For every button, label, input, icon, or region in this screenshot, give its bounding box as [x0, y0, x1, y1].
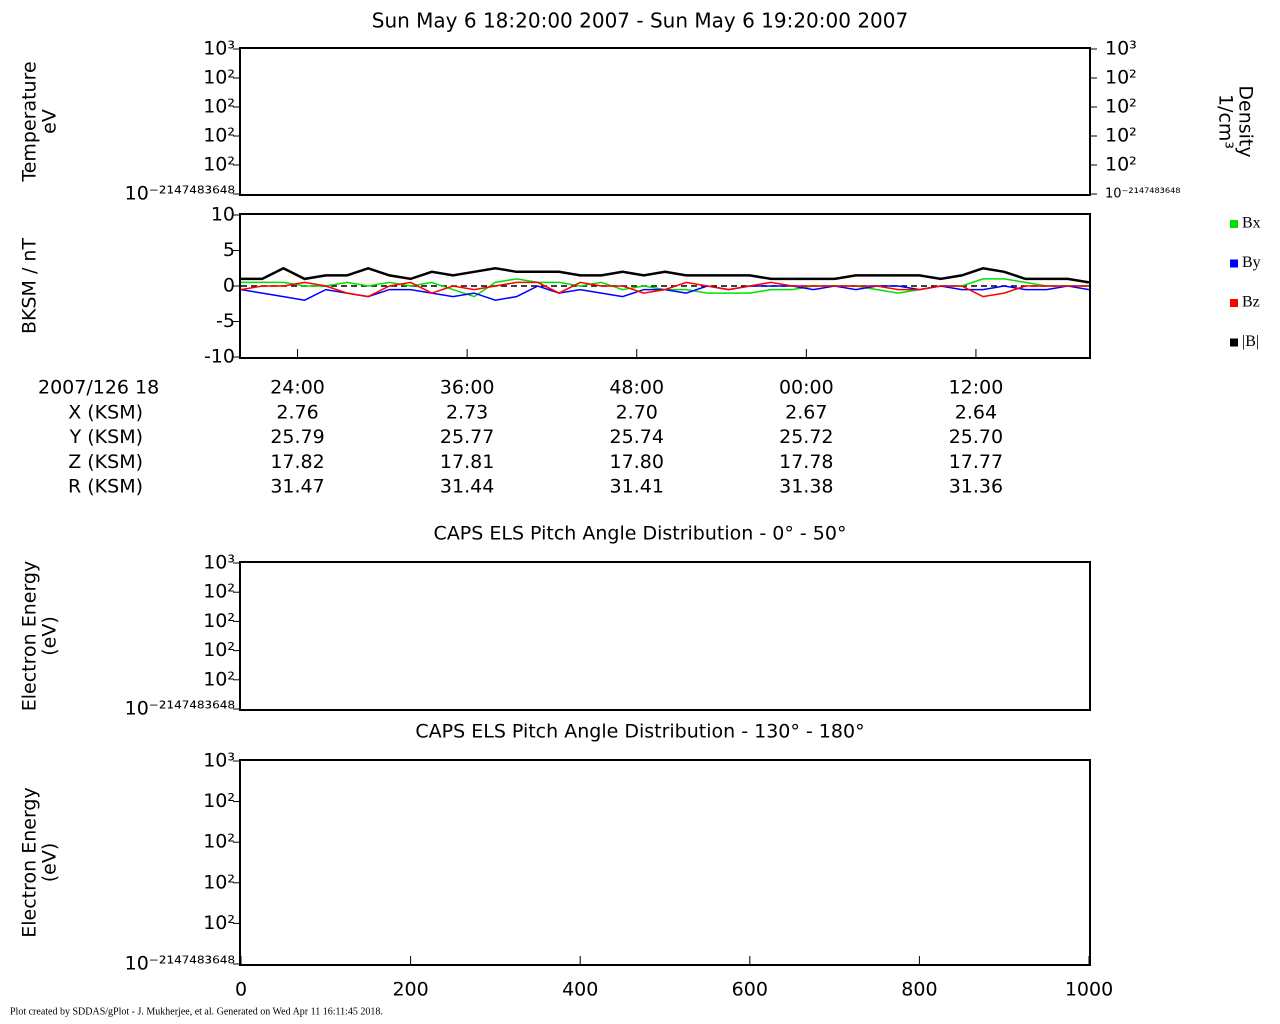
ephemeris-value: 17.77 [949, 451, 1003, 473]
ephemeris-value: 31.38 [779, 476, 833, 498]
y-tick-label: -5 [216, 310, 235, 332]
legend-swatch [1230, 220, 1238, 228]
panel-title: CAPS ELS Pitch Angle Distribution - 130°… [415, 721, 864, 743]
y-tick-label: 10³ [203, 552, 235, 574]
ephemeris-value: 17.78 [779, 451, 833, 473]
y2-tick-label: 10⁻²¹⁴⁷⁴⁸³⁶⁴⁸ [1105, 187, 1181, 202]
y-tick-label: 10² [203, 125, 235, 147]
y-axis-label: (eV) [39, 843, 61, 883]
ephemeris-value: 17.82 [270, 451, 324, 473]
y-tick-label: 5 [223, 239, 235, 261]
ephemeris-label: Z (KSM) [68, 451, 143, 473]
y2-tick-label: 10² [1105, 125, 1137, 147]
ephemeris-value: 31.41 [610, 476, 664, 498]
ephemeris-header: 2007/126 18 [38, 377, 159, 399]
ephemeris-label: X (KSM) [68, 402, 143, 424]
legend-label: |B| [1242, 333, 1259, 350]
y-tick-label: 10² [203, 96, 235, 118]
ephemeris-value: 25.72 [779, 426, 833, 448]
y-tick-label: 10² [203, 668, 235, 690]
x-tick-label: 00:00 [779, 377, 834, 399]
ephemeris-value: 2.76 [276, 402, 318, 424]
ephemeris-value: 2.64 [955, 402, 997, 424]
y-tick-label: 10² [203, 639, 235, 661]
plot-frame [239, 759, 1091, 966]
y-tick-label: 10⁻²¹⁴⁷⁴⁸³⁶⁴⁸ [125, 698, 235, 720]
ephemeris-value: 25.74 [610, 426, 664, 448]
ephemeris-value: 25.70 [949, 426, 1003, 448]
y-tick-label: 10³ [203, 38, 235, 60]
legend-swatch [1230, 338, 1238, 347]
panel-title: CAPS ELS Pitch Angle Distribution - 0° -… [434, 523, 847, 545]
ephemeris-value: 2.70 [616, 402, 658, 424]
y-tick-label: 10³ [203, 750, 235, 772]
y-tick-label: 10² [203, 790, 235, 812]
series-line [241, 278, 1089, 298]
y-tick-label: 10 [211, 204, 235, 226]
x-tick-label: 800 [901, 979, 937, 1001]
legend-label: Bx [1242, 215, 1261, 232]
x-tick-label: 400 [562, 979, 598, 1001]
ephemeris-label: R (KSM) [68, 476, 143, 498]
x-tick-label: 12:00 [949, 377, 1004, 399]
y-tick-label: 10² [203, 912, 235, 934]
x-tick-label: 1000 [1065, 979, 1113, 1001]
ephemeris-value: 25.77 [440, 426, 494, 448]
series-line [241, 266, 1090, 284]
ephemeris-value: 31.36 [949, 476, 1003, 498]
x-tick-label: 200 [392, 979, 428, 1001]
plot-frame [239, 561, 1091, 711]
y2-tick-label: 10³ [1105, 38, 1137, 60]
series-line [240, 285, 1090, 301]
y2-tick-label: 10² [1105, 154, 1137, 176]
legend-swatch [1230, 299, 1238, 307]
legend-label: Bz [1242, 294, 1260, 311]
y-tick-label: 10² [203, 610, 235, 632]
ephemeris-label: Y (KSM) [69, 426, 143, 448]
ephemeris-value: 31.44 [440, 476, 494, 498]
x-tick-label: 600 [732, 979, 768, 1001]
ephemeris-value: 17.81 [440, 451, 494, 473]
page-title: Sun May 6 18:20:00 2007 - Sun May 6 19:2… [372, 9, 908, 33]
y-tick-label: 10² [203, 581, 235, 603]
y-tick-label: -10 [204, 346, 235, 368]
ephemeris-value: 2.73 [446, 402, 488, 424]
legend-label: By [1242, 254, 1261, 271]
ephemeris-value: 2.67 [785, 402, 827, 424]
y-tick-label: 10² [203, 67, 235, 89]
y-axis-label: eV [39, 109, 61, 134]
y-tick-label: 10⁻²¹⁴⁷⁴⁸³⁶⁴⁸ [125, 953, 235, 975]
y-axis-label: Electron Energy [19, 561, 41, 712]
y-axis-label: Electron Energy [19, 787, 41, 938]
y-axis-label: BKSM / nT [19, 238, 41, 334]
y-tick-label: 10² [203, 154, 235, 176]
y-tick-label: 0 [223, 275, 235, 297]
y-tick-label: 10⁻²¹⁴⁷⁴⁸³⁶⁴⁸ [125, 183, 235, 205]
y-tick-label: 10² [203, 831, 235, 853]
x-tick-label: 24:00 [270, 377, 325, 399]
y-axis-label: Temperature [19, 61, 41, 182]
y-tick-label: 10² [203, 871, 235, 893]
plot-frame [239, 47, 1091, 196]
ephemeris-value: 31.47 [270, 476, 324, 498]
y2-tick-label: 10² [1105, 96, 1137, 118]
ephemeris-value: 17.80 [610, 451, 664, 473]
y2-tick-label: 10² [1105, 67, 1137, 89]
footer: Plot created by SDDAS/gPlot - J. Mukherj… [10, 1006, 383, 1017]
ephemeris-value: 25.79 [270, 426, 324, 448]
x-tick-label: 36:00 [440, 377, 495, 399]
series-line [240, 281, 1089, 298]
y2-axis-label: Density [1235, 85, 1257, 157]
x-tick-label: 48:00 [609, 377, 664, 399]
legend-swatch [1230, 259, 1238, 268]
y-axis-label: (eV) [39, 616, 61, 656]
x-tick-label: 0 [235, 979, 247, 1001]
y2-axis-label: 1/cm³ [1215, 94, 1237, 149]
